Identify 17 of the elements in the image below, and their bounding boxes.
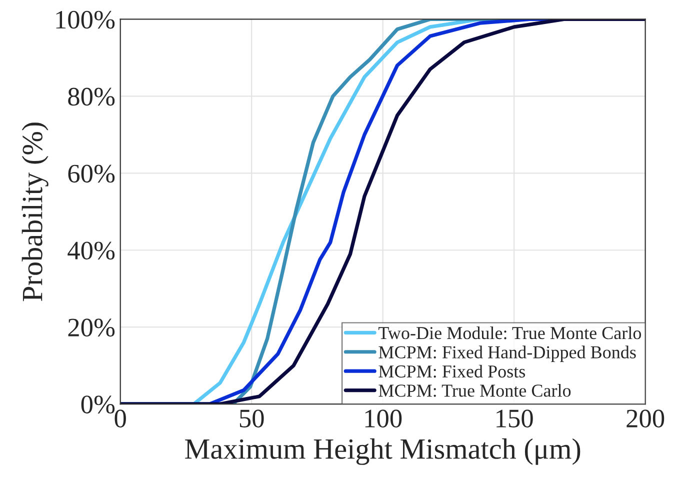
- y-tick-label: 60%: [68, 164, 115, 183]
- y-tick-label: 100%: [56, 10, 115, 29]
- legend-label: MCPM: True Monte Carlo: [378, 384, 571, 397]
- legend-label: Two-Die Module: True Monte Carlo: [378, 326, 642, 340]
- y-tick-label: 80%: [68, 88, 115, 106]
- y-tick-label: 0%: [81, 396, 115, 414]
- x-tick-label: 100: [365, 410, 402, 428]
- x-tick-label: 150: [496, 410, 533, 428]
- legend-label: MCPM: Fixed Posts: [378, 364, 526, 378]
- y-axis-title: Probability (%): [22, 122, 48, 302]
- y-tick-label: 20%: [68, 318, 115, 337]
- x-tick-label: 50: [240, 410, 264, 428]
- x-axis-title: Maximum Height Mismatch (μm): [185, 438, 580, 465]
- x-tick-label: 0: [114, 410, 126, 428]
- y-tick-label: 40%: [68, 242, 115, 260]
- x-tick-label: 200: [626, 410, 664, 428]
- legend-label: MCPM: Fixed Hand-Dipped Bonds: [378, 346, 636, 362]
